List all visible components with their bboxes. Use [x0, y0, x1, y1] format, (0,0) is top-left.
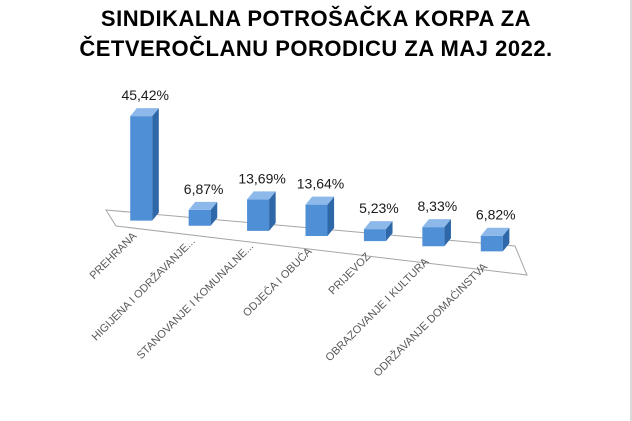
data-label-7: 6,82%: [476, 207, 516, 223]
x-tick-label-4: ODJEĆA I OBUĆA: [240, 244, 315, 319]
bar-front: [305, 204, 328, 236]
bar-top: [422, 219, 451, 228]
x-tick-label-2: HIGIJENA I ODRŽAVANJE...: [89, 235, 198, 344]
bar-front: [188, 209, 211, 226]
bar-4: [305, 196, 335, 236]
bar-side: [502, 227, 510, 252]
bar-1: [130, 108, 159, 221]
data-label-1: 45,42%: [121, 87, 168, 103]
data-label-2: 6,87%: [184, 181, 224, 197]
data-label-3: 13,69%: [238, 170, 285, 186]
bar-6: [422, 219, 451, 247]
x-tick-label-1: PREHRANA: [88, 230, 140, 282]
bar-top: [363, 221, 393, 230]
bar-front: [130, 116, 153, 221]
bar-3: [247, 191, 276, 231]
bar-top: [247, 191, 276, 200]
data-label-4: 13,64%: [297, 176, 344, 192]
x-tick-label-3: STANOVANJE I KOMUNALNE...: [135, 240, 256, 361]
bar-side: [269, 191, 276, 231]
bar-2: [188, 201, 218, 226]
bar-front: [480, 235, 503, 252]
x-tick-label-6: OBRAZOVANJE I KULTURA: [323, 255, 432, 364]
bar-7: [480, 227, 510, 252]
chart-title-line-2: ČETVEROČLANU PORODICU ZA MAJ 2022.: [79, 36, 553, 61]
bar-side: [152, 108, 159, 221]
data-label-6: 8,33%: [418, 198, 458, 214]
bar-side: [444, 219, 451, 247]
bar-side: [385, 221, 393, 242]
bar-top: [130, 108, 159, 117]
bar-side: [210, 201, 218, 226]
bar-side: [327, 196, 335, 236]
bar-front: [422, 227, 445, 247]
bar-front: [363, 229, 386, 242]
bar-top: [480, 227, 510, 236]
x-tick-label-5: PRIJEVOZ: [327, 251, 374, 298]
data-label-5: 5,23%: [359, 200, 399, 216]
bar-5: [363, 221, 393, 242]
bar-front: [247, 199, 270, 231]
chart-title: SINDIKALNA POTROŠAČKA KORPA ZA ČETVEROČL…: [0, 4, 632, 64]
bar-top: [188, 201, 218, 210]
chart-title-line-1: SINDIKALNA POTROŠAČKA KORPA ZA: [100, 6, 532, 31]
bar-top: [305, 196, 335, 205]
x-tick-label-7: ODRŽAVANJE DOMAĆINSTVA: [371, 260, 490, 379]
